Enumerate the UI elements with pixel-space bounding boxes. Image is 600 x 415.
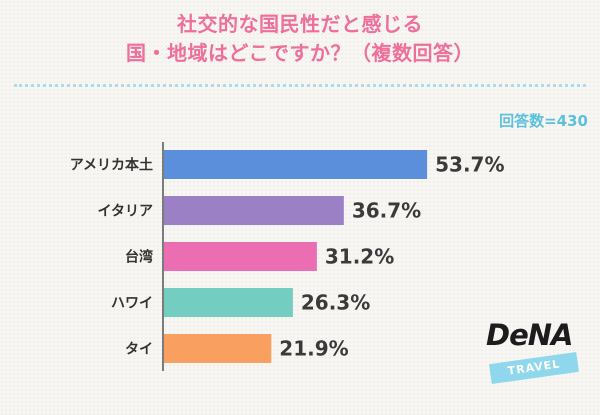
data-label: 21.9% <box>279 337 348 361</box>
title-line-2: 国・地域はどこですか？（複数回答） <box>126 41 474 65</box>
category-label: 台湾 <box>125 249 153 266</box>
data-label: 36.7% <box>352 199 421 223</box>
category-label: アメリカ本土 <box>70 157 153 174</box>
logo-tag: TRAVEL <box>489 351 579 385</box>
dotted-divider <box>14 84 586 87</box>
bar <box>164 288 293 317</box>
dena-travel-logo: DeNA TRAVEL <box>484 318 584 388</box>
data-label: 53.7% <box>435 153 504 177</box>
bar <box>164 196 344 225</box>
bar <box>164 334 272 363</box>
logo-brand: DeNA <box>486 318 573 352</box>
category-label: イタリア <box>98 204 153 220</box>
category-label: タイ <box>125 342 153 358</box>
bar <box>164 150 428 179</box>
bar <box>164 242 317 271</box>
title-line-1: 社交的な国民性だと感じる <box>177 12 423 36</box>
chart-title: 社交的な国民性だと感じる 国・地域はどこですか？（複数回答） <box>0 10 600 68</box>
respondent-count: 回答数=430 <box>499 112 588 130</box>
data-label: 31.2% <box>325 245 394 269</box>
data-label: 26.3% <box>301 291 370 315</box>
category-label: ハワイ <box>111 296 153 312</box>
